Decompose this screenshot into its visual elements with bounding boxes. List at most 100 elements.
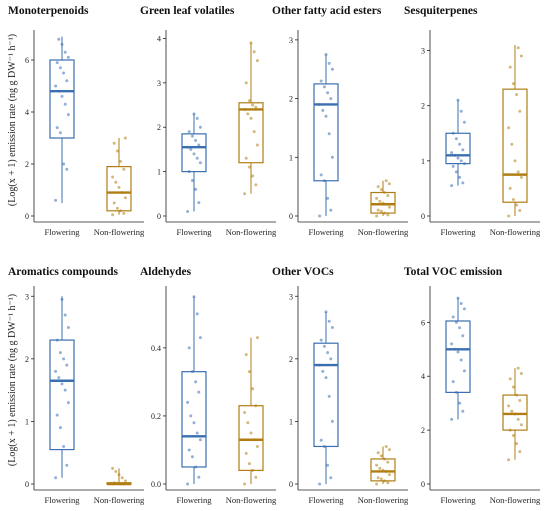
data-point	[327, 61, 331, 65]
data-point	[319, 173, 323, 177]
data-point	[115, 481, 119, 485]
data-point	[111, 213, 115, 217]
y-tick-label: 0	[25, 212, 29, 221]
data-point	[255, 59, 259, 63]
x-tick-label: Flowering	[309, 227, 345, 237]
data-point	[451, 380, 455, 384]
data-point	[251, 387, 255, 391]
box-iqr	[313, 342, 339, 448]
data-point	[62, 444, 66, 448]
data-point	[197, 390, 201, 394]
data-point	[511, 197, 515, 201]
data-point	[507, 404, 511, 408]
data-point	[189, 414, 193, 418]
data-point	[454, 170, 458, 174]
data-point	[54, 476, 58, 480]
data-point	[327, 319, 331, 323]
data-point	[324, 114, 328, 118]
y-tick-label: 1	[421, 157, 425, 166]
data-point	[519, 175, 523, 179]
data-point	[115, 149, 119, 153]
data-point	[519, 372, 523, 376]
y-tick-label: 0	[421, 212, 425, 221]
y-tick-label: 0	[157, 212, 161, 221]
data-point	[120, 191, 124, 195]
data-point	[381, 201, 385, 205]
data-point	[461, 148, 465, 152]
data-point	[518, 450, 522, 454]
data-point	[198, 438, 202, 442]
data-point	[57, 37, 61, 41]
data-point	[507, 458, 511, 462]
box-iqr	[445, 132, 471, 165]
data-point	[123, 136, 127, 140]
data-point	[510, 142, 514, 146]
data-point	[386, 213, 390, 217]
data-point	[192, 112, 196, 116]
data-point	[190, 178, 194, 182]
panel-title: Monoterpenoids	[8, 5, 89, 17]
box-iqr	[370, 458, 396, 482]
data-point	[454, 137, 458, 141]
data-point	[515, 93, 519, 97]
data-point	[197, 475, 201, 479]
data-point	[57, 376, 61, 380]
panel-2: Other fatty acid esters 0 1 2 3 Flowering Non-…	[272, 5, 409, 237]
box-iqr	[445, 320, 471, 393]
data-point	[516, 366, 520, 370]
data-point	[186, 482, 190, 486]
data-point	[243, 411, 247, 415]
data-point	[326, 463, 330, 467]
data-point	[198, 125, 202, 129]
data-point	[247, 165, 251, 169]
data-point	[55, 338, 59, 342]
data-point	[58, 131, 62, 135]
y-tick-label: 3	[289, 36, 293, 45]
data-point	[516, 417, 520, 421]
data-point	[454, 320, 458, 324]
data-point	[383, 211, 387, 215]
panel-3: Sesquiterpenes 0 1 2 3 Flowering Non-flowering	[404, 5, 541, 237]
data-point	[321, 369, 325, 373]
data-point	[251, 103, 255, 107]
data-point	[516, 46, 520, 50]
data-point	[456, 350, 460, 354]
panel-5: Aldehydes 0.0 0.2 0.4 Flowering Non-flowering	[140, 266, 277, 505]
y-tick-label: 1	[157, 168, 161, 177]
data-point	[461, 181, 465, 185]
data-point	[243, 192, 247, 196]
y-tick-label: 0	[289, 212, 293, 221]
data-point	[119, 482, 123, 486]
data-point	[244, 353, 248, 357]
data-point	[329, 476, 333, 480]
y-tick-label: 0.0	[151, 480, 161, 489]
data-point	[244, 156, 248, 160]
data-point	[459, 159, 463, 163]
data-point	[63, 50, 67, 54]
data-point	[190, 455, 194, 459]
data-point	[379, 454, 383, 458]
data-point	[319, 338, 323, 342]
data-point	[62, 71, 66, 75]
data-point	[383, 457, 387, 461]
data-point	[330, 155, 334, 159]
x-tick-label: Flowering	[45, 227, 81, 237]
y-tick-label: 3	[157, 79, 161, 88]
data-point	[459, 109, 463, 113]
data-point	[112, 201, 116, 205]
data-point	[54, 369, 58, 373]
data-point	[115, 206, 119, 210]
data-point	[319, 79, 323, 83]
panel-title: Aromatics compounds	[8, 266, 119, 278]
y-tick-label: 0.2	[151, 412, 161, 421]
data-point	[507, 214, 511, 218]
y-tick-label: 2	[421, 102, 425, 111]
data-point	[319, 438, 323, 442]
y-tick-label: 0	[25, 480, 29, 489]
box-iqr	[370, 191, 396, 214]
data-point	[244, 81, 248, 85]
y-tick-label: 3	[421, 47, 425, 56]
y-tick-label: 1	[289, 417, 293, 426]
panels: Monoterpenoids 0 2 4 6 Flowering Non-flowering…	[8, 5, 541, 505]
data-point	[329, 97, 333, 101]
